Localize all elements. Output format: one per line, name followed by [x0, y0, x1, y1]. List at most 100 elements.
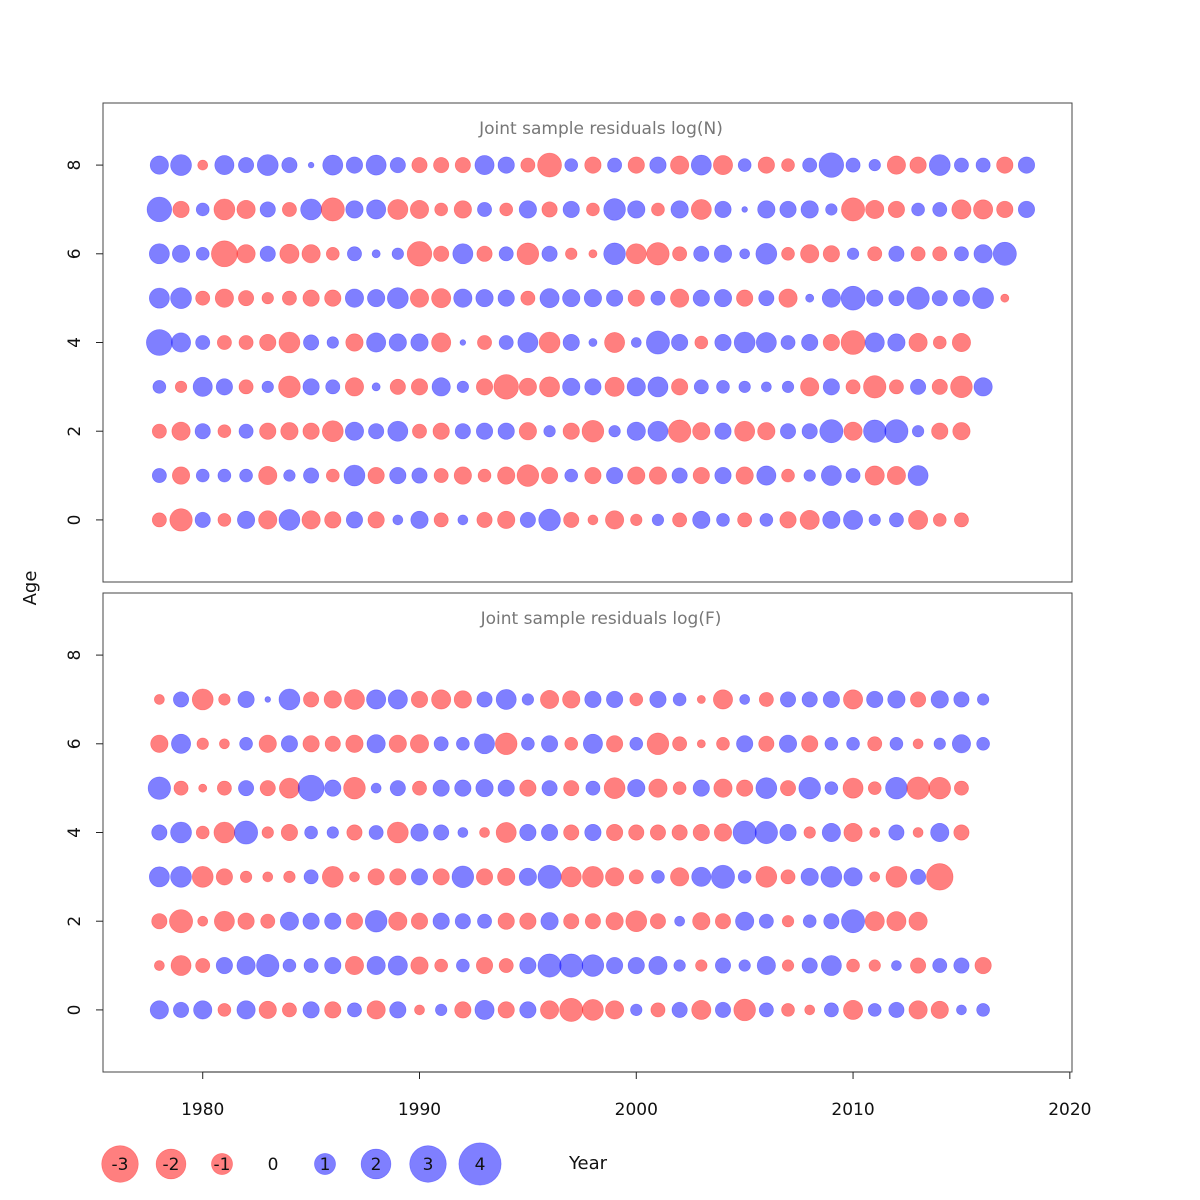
bubble-size-legend: -3 -2 -1 0 1 2 3 4 — [101, 1142, 502, 1186]
residual-bubble — [737, 512, 753, 528]
legend-bubble — [314, 1153, 336, 1175]
residual-bubble — [864, 911, 885, 932]
residual-bubble — [324, 289, 342, 307]
residual-bubble — [519, 823, 537, 842]
residual-bubble — [516, 464, 540, 487]
residual-bubble — [214, 155, 235, 176]
residual-bubble — [238, 780, 255, 797]
residual-bubble — [173, 691, 190, 708]
residual-bubble — [758, 913, 774, 929]
residual-bubble — [453, 200, 472, 219]
residual-bubble — [154, 694, 165, 705]
residual-bubble — [738, 380, 751, 393]
residual-bubble — [714, 422, 732, 440]
residual-bubble — [303, 958, 319, 973]
residual-bubble — [648, 466, 667, 485]
residual-bubble — [909, 156, 927, 174]
residual-bubble — [693, 245, 710, 262]
residual-bubble — [521, 736, 535, 751]
residual-bubble — [347, 1002, 362, 1018]
residual-bubble — [498, 958, 514, 973]
residual-bubble — [521, 693, 535, 706]
residual-bubble — [519, 779, 537, 797]
residual-bubble — [931, 422, 949, 440]
residual-bubble — [690, 199, 712, 220]
residual-bubble — [432, 779, 450, 797]
residual-bubble — [693, 379, 709, 395]
residual-bubble — [151, 468, 167, 483]
residual-bubble — [279, 777, 300, 799]
residual-bubble — [541, 823, 559, 842]
residual-bubble — [818, 152, 845, 178]
residual-bubble — [627, 779, 646, 798]
residual-bubble — [368, 825, 384, 840]
residual-bubble — [389, 868, 407, 886]
residual-bubble — [671, 467, 688, 484]
residual-bubble — [930, 822, 950, 842]
residual-bubble — [954, 246, 969, 262]
residual-bubble — [281, 157, 298, 174]
residual-bubble — [387, 821, 409, 844]
residual-bubble — [932, 958, 948, 973]
residual-bubble — [282, 1002, 297, 1018]
residual-bubble — [476, 378, 494, 396]
residual-bubble — [584, 690, 602, 708]
legend-bubble — [211, 1153, 233, 1175]
residual-bubble — [278, 688, 301, 711]
residual-bubble — [410, 912, 429, 930]
residual-bubble — [650, 1002, 666, 1018]
residual-bubble — [261, 826, 274, 839]
residual-bubble — [196, 737, 209, 750]
residual-bubble — [324, 912, 342, 930]
residual-bubble — [711, 864, 735, 889]
residual-bubble — [562, 289, 581, 308]
residual-bubble — [843, 421, 863, 441]
residual-bubble — [562, 200, 580, 218]
residual-bubble — [630, 337, 642, 348]
residual-bubble — [195, 246, 210, 261]
residual-bubble — [606, 735, 624, 753]
residual-bubble — [349, 871, 360, 883]
residual-bubble — [215, 957, 233, 975]
legend-bubble — [101, 1145, 139, 1183]
residual-bubble — [800, 244, 820, 264]
residual-bubble — [846, 736, 860, 751]
residual-bubble — [326, 826, 339, 839]
residual-bubble — [627, 156, 645, 174]
residual-bubble — [738, 959, 751, 972]
residual-bubble — [781, 158, 795, 172]
residual-bubble — [146, 196, 173, 223]
residual-bubble — [759, 513, 774, 527]
residual-bubble — [258, 510, 278, 530]
residual-bubble — [410, 378, 429, 396]
legend-label: -1 — [214, 1155, 231, 1175]
residual-bubble — [387, 420, 409, 442]
residual-bubble — [261, 292, 274, 305]
y-tick-label: 0 — [65, 1004, 85, 1015]
residual-bubble — [843, 999, 864, 1020]
residual-bubble — [213, 821, 236, 844]
residual-bubble — [540, 912, 559, 931]
residual-bubble — [217, 1003, 232, 1017]
residual-bubble — [891, 960, 902, 971]
residual-bubble — [605, 867, 625, 887]
residual-bubble — [992, 241, 1017, 266]
y-tick-label: 4 — [65, 337, 85, 348]
residual-bubble — [560, 866, 582, 888]
residual-bubble — [910, 691, 927, 708]
residual-bubble — [603, 242, 626, 265]
residual-bubble — [520, 290, 536, 306]
residual-bubble — [930, 1000, 949, 1019]
residual-bubble — [256, 154, 279, 176]
residual-bubble — [778, 734, 798, 753]
residual-bubble — [366, 734, 386, 754]
residual-bubble — [410, 868, 429, 886]
residual-bubble — [302, 912, 320, 930]
residual-bubble — [674, 915, 685, 927]
residual-bubble — [456, 380, 469, 393]
residual-bubble — [280, 422, 299, 441]
residual-bubble — [846, 247, 860, 260]
residual-bubble — [344, 421, 364, 441]
residual-bubble — [649, 824, 666, 841]
residual-bubble — [345, 511, 363, 529]
